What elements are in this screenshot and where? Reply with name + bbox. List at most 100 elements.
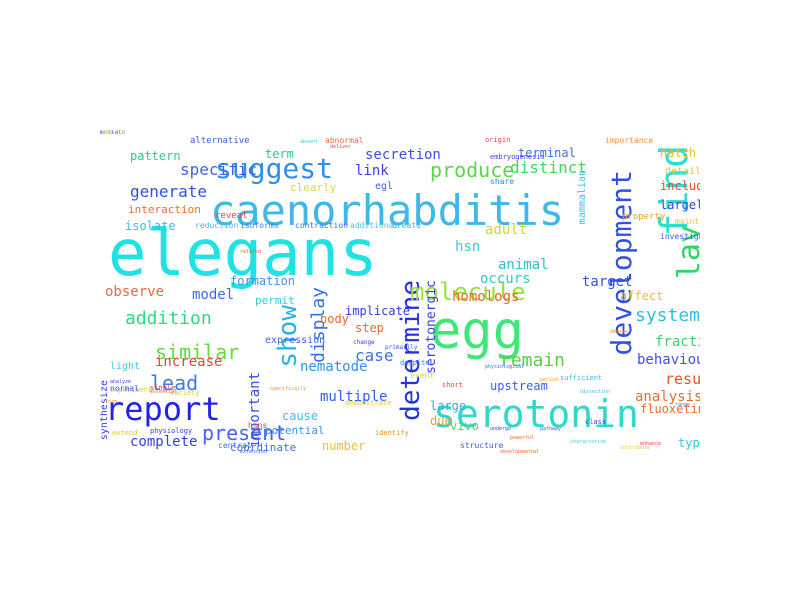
word: central <box>218 441 252 450</box>
word: cause <box>282 409 319 423</box>
word: term <box>265 147 294 161</box>
word-cloud: elegans egg caenorhabditis serotonin fin… <box>100 130 700 460</box>
word: hsn <box>455 239 481 255</box>
word: pathway <box>540 426 562 432</box>
word: change <box>353 339 375 346</box>
word: essential <box>150 389 178 395</box>
word: share <box>490 177 515 186</box>
word: identify <box>375 429 409 437</box>
word: occurs <box>480 271 531 287</box>
word: experiment <box>110 386 153 394</box>
word: remain <box>500 350 566 371</box>
word: addition <box>125 308 212 329</box>
word: fraction <box>655 334 700 350</box>
word: despite <box>400 359 430 367</box>
word: vivo <box>450 419 479 433</box>
word: synthesize <box>100 380 110 441</box>
word: analysis <box>635 389 700 405</box>
word: suggest <box>215 152 334 185</box>
word: observe <box>105 284 165 300</box>
word: enhance <box>640 441 662 447</box>
word: undergo <box>490 426 512 432</box>
word: variety <box>170 389 200 397</box>
word: powerful <box>510 435 535 441</box>
word: lead <box>150 371 199 395</box>
word: deliver <box>330 144 352 150</box>
word: short <box>442 381 464 389</box>
word: reveal <box>215 211 248 221</box>
word: embryogenesis <box>490 153 545 161</box>
word: elegans <box>108 217 378 291</box>
word: egg <box>430 301 524 361</box>
word: create <box>392 221 421 230</box>
word: form <box>105 399 118 405</box>
word: specific <box>180 160 258 179</box>
word: animal <box>498 257 549 273</box>
word: large <box>430 399 467 413</box>
word: importance <box>605 136 654 145</box>
word: system <box>635 305 700 326</box>
word: similar <box>155 340 240 364</box>
word: hatch <box>660 146 697 160</box>
word: potential <box>265 424 325 437</box>
word: distinct <box>510 158 588 177</box>
word: alternative <box>190 136 250 146</box>
word: molecule <box>410 278 526 306</box>
word: specifically <box>270 386 307 392</box>
word: light <box>110 361 141 372</box>
word: fluoxetine <box>640 402 700 416</box>
word: mammalian <box>577 170 588 225</box>
word: terminal <box>518 146 576 160</box>
word: developmental <box>500 449 540 455</box>
word: normal <box>110 384 139 393</box>
word: permit <box>255 294 295 307</box>
word: contribute <box>620 445 651 451</box>
word: important <box>247 372 263 448</box>
word: increase <box>155 354 223 370</box>
word: complete <box>130 434 198 450</box>
word: produce <box>430 158 515 182</box>
word: report <box>105 390 221 428</box>
word: nematode <box>300 359 368 375</box>
word: class <box>585 418 607 426</box>
word: due <box>430 414 452 428</box>
word: generate <box>130 182 208 201</box>
word: multiple <box>320 389 388 405</box>
word: related <box>240 249 262 255</box>
word: hsns <box>248 421 268 430</box>
word: detail <box>665 166 700 177</box>
word: abnormal <box>325 136 364 145</box>
word: sufficient <box>560 374 603 382</box>
word: coordinate <box>230 441 297 454</box>
word: adult <box>485 222 528 238</box>
word: mediate <box>100 130 126 136</box>
word: physiological <box>485 364 525 370</box>
word: require <box>100 130 126 136</box>
word: affect <box>620 289 664 303</box>
word: development <box>605 170 638 356</box>
word: isolate <box>125 219 176 233</box>
word: degree <box>610 329 629 335</box>
word: homologs <box>452 289 520 305</box>
word: present <box>202 421 287 445</box>
word: isoforms <box>240 221 279 230</box>
word: primarily <box>385 344 418 351</box>
word: event <box>410 371 435 380</box>
word: absent <box>300 139 319 145</box>
word: step <box>355 321 384 335</box>
word: structure <box>460 441 504 450</box>
word: upstream <box>490 379 548 393</box>
word: largely <box>660 198 700 212</box>
word: egl <box>375 181 394 192</box>
word: behaviour <box>637 352 700 368</box>
word: origin <box>485 136 511 144</box>
word: additional <box>350 221 399 230</box>
word: target <box>582 274 633 290</box>
word: investigate <box>660 232 700 241</box>
word: model <box>192 287 235 303</box>
word: reduction <box>195 221 239 230</box>
word: implicate <box>345 304 411 318</box>
word: analyze <box>110 379 132 385</box>
word: period <box>540 377 559 383</box>
word: maintain <box>675 217 700 226</box>
